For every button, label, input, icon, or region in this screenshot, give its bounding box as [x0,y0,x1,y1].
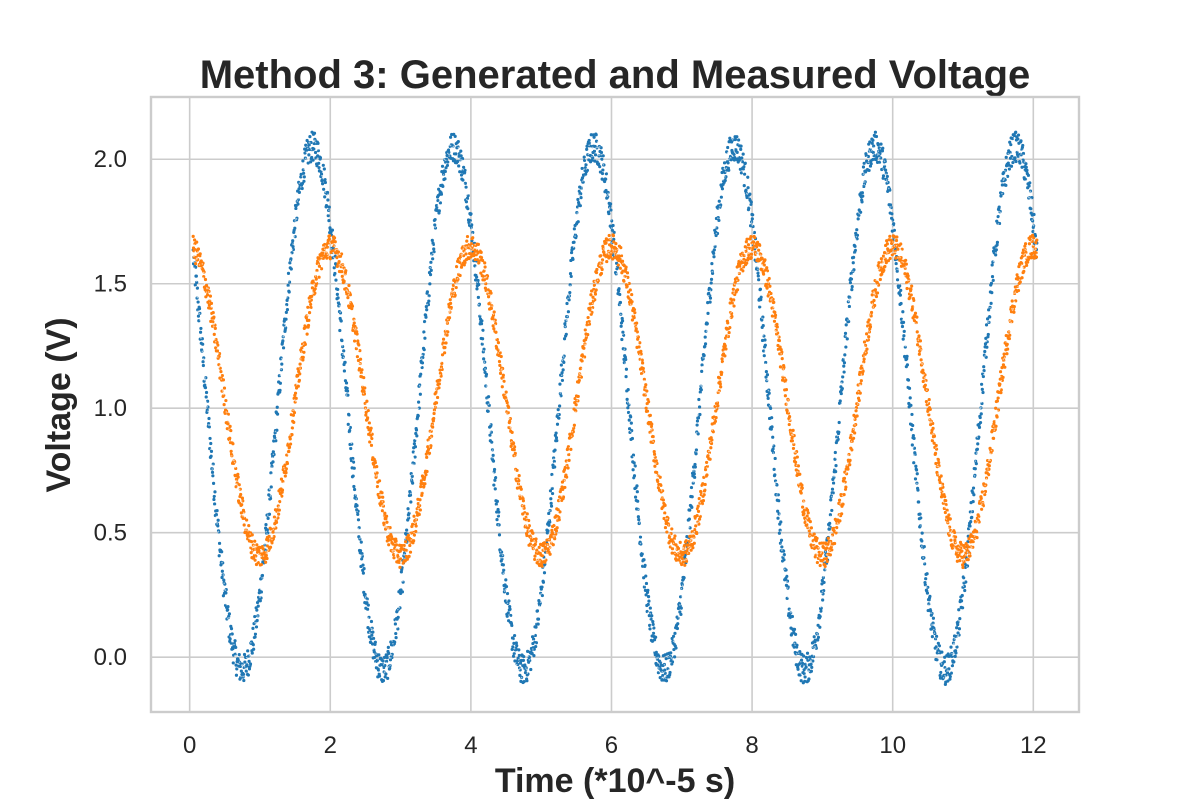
y-axis-label: Voltage (V) [40,317,78,492]
axes-frame [149,95,1081,714]
x-tick-label: 0 [183,732,196,759]
x-tick-label: 4 [464,732,477,759]
series-2-points [191,233,1039,570]
x-tick-label: 8 [745,732,758,759]
series-2-dots [191,233,1039,570]
tick-labels: 0 2 4 6 8 10 12 0.0 0.5 1.0 1.5 2.0 [94,146,1047,759]
chart-title: Method 3: Generated and Measured Voltage [200,53,1031,97]
x-tick-label: 12 [1020,732,1047,759]
x-tick-label: 10 [879,732,906,759]
x-tick-label: 6 [605,732,618,759]
y-tick-label: 0.5 [94,520,127,547]
grid [151,97,1079,712]
x-tick-label: 2 [324,732,337,759]
y-tick-label: 2.0 [94,146,127,173]
series-2-highlight [192,238,1038,564]
y-tick-label: 1.5 [94,271,127,298]
y-tick-label: 1.0 [94,395,127,422]
y-tick-label: 0.0 [94,644,127,671]
plot-area [191,130,1039,686]
x-axis-label: Time (*10^-5 s) [495,762,735,800]
